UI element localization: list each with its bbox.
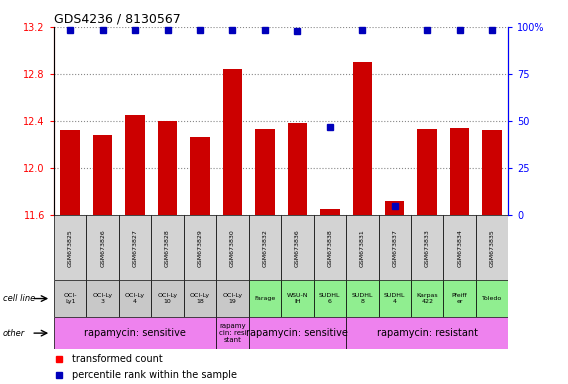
Text: GSM673833: GSM673833: [425, 229, 430, 266]
Bar: [119, 280, 151, 317]
Text: other: other: [3, 329, 25, 338]
Bar: [151, 280, 184, 317]
Text: GSM673827: GSM673827: [132, 229, 137, 266]
Bar: [482, 130, 502, 215]
Bar: [126, 115, 145, 215]
Bar: [190, 137, 210, 215]
Bar: [346, 317, 508, 349]
Bar: [320, 209, 340, 215]
Bar: [378, 215, 411, 280]
Text: rapamycin: sensitive: rapamycin: sensitive: [84, 328, 186, 338]
Text: rapamycin: sensitive: rapamycin: sensitive: [247, 328, 348, 338]
Bar: [249, 280, 281, 317]
Bar: [281, 280, 314, 317]
Text: rapamy
cin: resi
stant: rapamy cin: resi stant: [219, 323, 247, 343]
Bar: [346, 215, 378, 280]
Bar: [216, 215, 249, 280]
Text: GSM673837: GSM673837: [392, 229, 397, 266]
Text: GSM673828: GSM673828: [165, 229, 170, 266]
Bar: [86, 280, 119, 317]
Bar: [54, 317, 216, 349]
Text: rapamycin: resistant: rapamycin: resistant: [377, 328, 478, 338]
Bar: [476, 215, 508, 280]
Bar: [314, 280, 346, 317]
Text: GDS4236 / 8130567: GDS4236 / 8130567: [54, 13, 181, 26]
Text: OCI-Ly
3: OCI-Ly 3: [93, 293, 112, 304]
Bar: [54, 280, 86, 317]
Bar: [385, 201, 404, 215]
Bar: [450, 128, 469, 215]
Bar: [287, 123, 307, 215]
Bar: [411, 215, 444, 280]
Bar: [444, 280, 476, 317]
Text: Toledo: Toledo: [482, 296, 502, 301]
Text: SUDHL
4: SUDHL 4: [384, 293, 406, 304]
Text: SUDHL
6: SUDHL 6: [319, 293, 341, 304]
Bar: [249, 215, 281, 280]
Bar: [255, 129, 275, 215]
Bar: [54, 215, 86, 280]
Bar: [476, 280, 508, 317]
Text: GSM673834: GSM673834: [457, 229, 462, 266]
Text: OCI-Ly
19: OCI-Ly 19: [223, 293, 243, 304]
Text: Pfeiff
er: Pfeiff er: [452, 293, 467, 304]
Bar: [249, 317, 346, 349]
Bar: [353, 62, 372, 215]
Text: WSU-N
IH: WSU-N IH: [287, 293, 308, 304]
Bar: [184, 215, 216, 280]
Text: SUDHL
8: SUDHL 8: [352, 293, 373, 304]
Text: GSM673838: GSM673838: [327, 229, 332, 266]
Bar: [158, 121, 177, 215]
Text: GSM673830: GSM673830: [230, 229, 235, 266]
Text: GSM673831: GSM673831: [360, 229, 365, 266]
Bar: [119, 215, 151, 280]
Text: percentile rank within the sample: percentile rank within the sample: [72, 370, 237, 381]
Text: OCI-Ly
18: OCI-Ly 18: [190, 293, 210, 304]
Bar: [314, 215, 346, 280]
Bar: [60, 130, 80, 215]
Text: GSM673835: GSM673835: [490, 229, 495, 266]
Bar: [151, 215, 184, 280]
Bar: [417, 129, 437, 215]
Bar: [216, 317, 249, 349]
Text: Farage: Farage: [254, 296, 275, 301]
Text: OCI-Ly
10: OCI-Ly 10: [157, 293, 178, 304]
Text: GSM673832: GSM673832: [262, 229, 268, 266]
Text: GSM673836: GSM673836: [295, 229, 300, 266]
Bar: [86, 215, 119, 280]
Text: GSM673826: GSM673826: [100, 229, 105, 266]
Bar: [223, 69, 242, 215]
Bar: [444, 215, 476, 280]
Text: transformed count: transformed count: [72, 354, 163, 364]
Text: cell line: cell line: [3, 294, 35, 303]
Bar: [411, 280, 444, 317]
Bar: [216, 280, 249, 317]
Text: Karpas
422: Karpas 422: [416, 293, 438, 304]
Text: GSM673825: GSM673825: [68, 229, 73, 266]
Bar: [281, 215, 314, 280]
Bar: [346, 280, 378, 317]
Text: OCI-Ly
4: OCI-Ly 4: [125, 293, 145, 304]
Bar: [184, 280, 216, 317]
Text: OCI-
Ly1: OCI- Ly1: [64, 293, 77, 304]
Bar: [378, 280, 411, 317]
Text: GSM673829: GSM673829: [198, 229, 203, 266]
Bar: [93, 135, 112, 215]
